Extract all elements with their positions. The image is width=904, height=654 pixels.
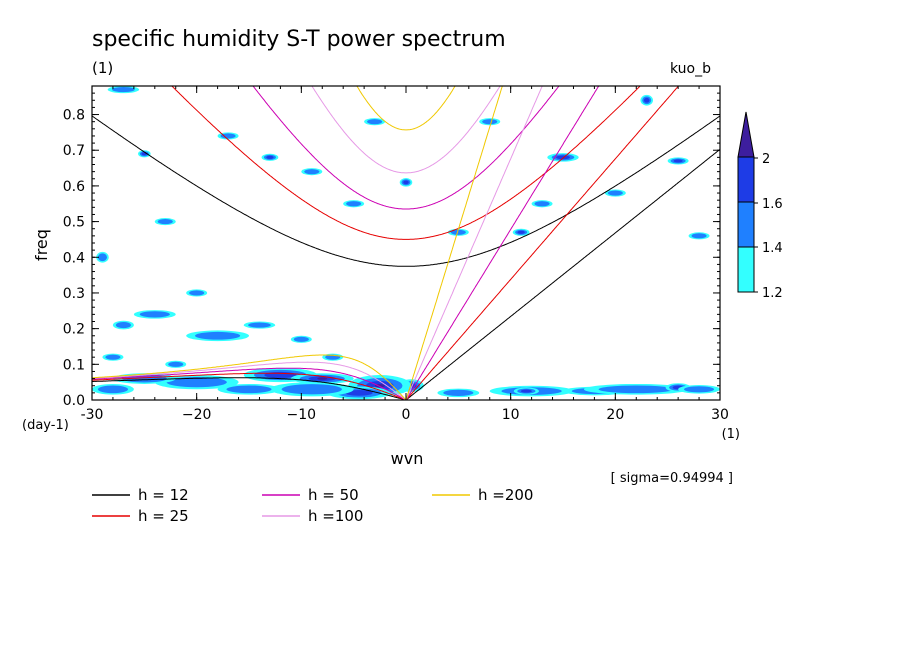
significance-region: [534, 201, 550, 207]
significance-region: [194, 331, 241, 340]
x-tick-label: 10: [502, 407, 520, 423]
significance-region: [189, 290, 205, 296]
significance-region: [168, 361, 184, 367]
legend-label-h12: h = 12: [138, 486, 189, 504]
significance-region: [556, 155, 570, 160]
significance-region: [403, 180, 409, 185]
plot-frame: [91, 85, 721, 401]
significance-region: [281, 384, 342, 395]
significance-region: [691, 233, 707, 239]
x-tick-label: −10: [287, 407, 317, 423]
colorbar: 1.2 1.4 1.6 2: [737, 111, 783, 301]
significance-region: [105, 354, 121, 360]
significance-region: [304, 169, 320, 175]
plot-area: -30 −20 −10 0 10 20 30 0.0 0.1 0.2 0.3 0.4 0.5 0.6 0.7…: [63, 85, 729, 423]
significance-region: [683, 386, 715, 393]
legend-label-h50: h = 50: [308, 486, 359, 504]
x-tick-label: 30: [711, 407, 729, 423]
significance-region: [266, 155, 274, 159]
significance-region: [673, 159, 683, 163]
y-tick-label: 0.5: [63, 215, 85, 231]
significance-region: [450, 229, 466, 235]
significance-region: [643, 97, 650, 103]
dispersion-ig-h200: [356, 86, 456, 131]
colorbar-segment: [737, 201, 755, 248]
significance-region: [517, 230, 525, 234]
significance-region: [226, 385, 272, 394]
colorbar-label: 1.2: [762, 286, 783, 301]
significance-region: [482, 119, 498, 125]
significance-region: [97, 385, 129, 394]
y-tick-label: 0.4: [63, 250, 85, 266]
dispersion-er-h50: [92, 367, 407, 400]
run-label: kuo_b: [670, 61, 711, 77]
legend-label-h25: h = 25: [138, 507, 189, 525]
colorbar-segment: [737, 246, 755, 293]
x-axis-label: wvn: [391, 449, 424, 468]
colorbar-segment: [737, 156, 755, 203]
colorbar-label: 1.4: [762, 241, 783, 256]
y-tick-label: 0.6: [63, 179, 85, 195]
dispersion-kelvin-h25: [405, 86, 680, 400]
dispersion-kelvin-h100: [405, 86, 543, 400]
colorbar-label: 1.6: [762, 197, 783, 212]
chart-title: specific humidity S-T power spectrum: [92, 27, 506, 52]
dispersion-ig-h25: [171, 86, 641, 240]
significance-region: [598, 385, 674, 394]
significance-region: [97, 253, 107, 262]
x-tick-label: −20: [182, 407, 212, 423]
significance-region: [443, 389, 474, 396]
y-tick-label: 0.1: [63, 357, 85, 373]
dispersion-er-h12: [92, 377, 407, 400]
legend: h = 12 h = 25 h = 50 h =100 h =200: [92, 486, 533, 525]
significance-region: [112, 86, 135, 93]
significance-region: [346, 201, 362, 207]
significance-region: [248, 322, 271, 328]
y-tick-label: 0.8: [63, 108, 85, 124]
significance-shading: [92, 86, 720, 400]
y-tick-label: 0.2: [63, 322, 85, 338]
colorbar-top-arrow: [737, 111, 755, 158]
significance-region: [220, 133, 236, 139]
x-unit-label: (1): [722, 427, 740, 442]
y-tick-label: 0.0: [63, 393, 85, 409]
significance-region: [157, 219, 173, 225]
dispersion-er-h200: [92, 354, 407, 400]
colorbar-label: 2: [762, 152, 770, 167]
y-axis-label: freq: [32, 229, 51, 261]
significance-region: [139, 311, 170, 318]
dispersion-kelvin-h200: [405, 86, 503, 400]
x-tick-label: -30: [81, 407, 104, 423]
dispersion-er-h100: [92, 361, 407, 400]
dispersion-er-h25: [92, 372, 407, 400]
significance-region: [520, 389, 532, 393]
significance-region: [607, 190, 623, 196]
x-tick-label: 20: [606, 407, 624, 423]
significance-region: [317, 377, 328, 380]
y-tick-label: 0.3: [63, 286, 85, 302]
dispersion-curves: [92, 86, 720, 400]
significance-region: [293, 336, 309, 342]
sigma-label: [ sigma=0.94994 ]: [611, 471, 733, 486]
significance-region: [367, 119, 383, 125]
legend-label-h100: h =100: [308, 507, 363, 525]
y-tick-label: 0.7: [63, 143, 85, 159]
y-unit-label: (day-1): [22, 418, 69, 433]
dispersion-kelvin-h50: [405, 86, 600, 400]
dispersion-kelvin-h12: [405, 148, 720, 400]
significance-region: [115, 321, 131, 329]
dispersion-ig-h50: [252, 86, 560, 210]
legend-label-h200: h =200: [478, 486, 533, 504]
units-label: (1): [92, 59, 113, 77]
dispersion-ig-h100: [311, 86, 501, 174]
x-tick-label: 0: [402, 407, 411, 423]
dispersion-ig-h12: [92, 115, 720, 267]
significance-region: [345, 390, 373, 396]
significance-region: [166, 377, 227, 388]
